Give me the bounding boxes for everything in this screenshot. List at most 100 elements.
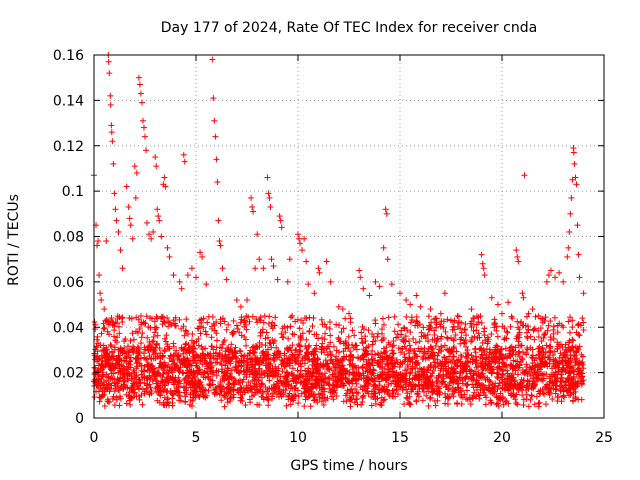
data-point	[264, 334, 271, 341]
data-point	[311, 331, 318, 338]
x-tick-label: 25	[595, 430, 613, 446]
data-point	[434, 335, 441, 342]
data-point	[571, 362, 578, 369]
data-point	[293, 346, 300, 353]
data-point	[210, 346, 217, 353]
x-axis-label: GPS time / hours	[290, 458, 407, 474]
data-point	[560, 324, 567, 331]
data-point	[301, 403, 308, 410]
data-point	[347, 386, 354, 393]
data-point	[213, 344, 220, 351]
data-point	[449, 326, 456, 333]
y-tick-label: 0	[75, 411, 84, 427]
chart-title: Day 177 of 2024, Rate Of TEC Index for r…	[161, 20, 537, 36]
data-point	[338, 328, 345, 335]
data-point	[279, 368, 286, 375]
data-point	[368, 402, 375, 409]
data-point	[472, 349, 479, 356]
data-point	[123, 400, 130, 407]
data-point	[400, 324, 407, 331]
data-point	[346, 361, 353, 368]
data-point	[503, 328, 510, 335]
data-point	[213, 318, 220, 325]
data-point	[385, 314, 392, 321]
data-point	[195, 342, 202, 349]
data-point	[557, 371, 564, 378]
data-point	[256, 402, 263, 409]
data-point	[130, 336, 137, 343]
data-point	[407, 319, 414, 326]
data-point	[517, 359, 524, 366]
data-point	[213, 337, 220, 344]
y-axis-label: ROTI / TECUs	[6, 194, 22, 286]
data-point	[232, 363, 239, 370]
data-point	[567, 351, 574, 358]
data-point	[513, 399, 520, 406]
data-point	[440, 324, 447, 331]
data-point	[315, 335, 322, 342]
data-points	[91, 52, 587, 410]
data-point	[133, 314, 140, 321]
data-point	[208, 334, 215, 341]
data-point	[108, 343, 115, 350]
data-point	[297, 367, 304, 374]
data-point	[327, 332, 334, 339]
data-point	[556, 354, 563, 361]
data-point	[554, 394, 561, 401]
data-point	[154, 315, 161, 322]
data-point	[322, 330, 329, 337]
data-point	[576, 332, 583, 339]
data-point	[333, 353, 340, 360]
y-tick-label: 0.1	[62, 184, 84, 200]
data-point	[494, 333, 501, 340]
data-point	[200, 324, 207, 331]
data-point	[524, 335, 531, 342]
data-point	[111, 333, 118, 340]
data-point	[182, 341, 189, 348]
data-point	[535, 333, 542, 340]
data-point	[122, 336, 129, 343]
x-tick-label: 15	[391, 430, 409, 446]
data-point	[379, 315, 386, 322]
data-point	[428, 319, 435, 326]
data-point	[301, 360, 308, 367]
data-point	[202, 328, 209, 335]
data-point	[549, 396, 556, 403]
data-point	[272, 314, 279, 321]
data-point	[402, 333, 409, 340]
data-point	[520, 401, 527, 408]
data-point	[282, 329, 289, 336]
data-point	[514, 401, 521, 408]
data-point	[453, 348, 460, 355]
data-point	[538, 338, 545, 345]
data-point	[448, 334, 455, 341]
data-point	[429, 336, 436, 343]
data-point	[424, 348, 431, 355]
data-point	[302, 355, 309, 362]
data-point	[144, 334, 151, 341]
data-point	[458, 329, 465, 336]
data-point	[242, 402, 249, 409]
data-point	[302, 343, 309, 350]
data-point	[558, 374, 565, 381]
data-point	[183, 340, 190, 347]
x-tick-label: 5	[192, 430, 201, 446]
data-point	[289, 365, 296, 372]
data-point	[241, 317, 248, 324]
data-point	[95, 375, 102, 382]
y-tick-label: 0.12	[53, 139, 84, 155]
y-tick-label: 0.14	[53, 93, 84, 109]
data-point	[236, 329, 243, 336]
data-point	[243, 342, 250, 349]
data-point	[295, 354, 302, 361]
y-tick-label: 0.16	[53, 48, 84, 64]
data-point	[531, 336, 538, 343]
data-point	[127, 401, 134, 408]
data-point	[407, 329, 414, 336]
data-point	[285, 345, 292, 352]
data-point	[406, 342, 413, 349]
y-tick-label: 0.02	[53, 366, 84, 382]
data-point	[195, 392, 202, 399]
data-point	[340, 325, 347, 332]
